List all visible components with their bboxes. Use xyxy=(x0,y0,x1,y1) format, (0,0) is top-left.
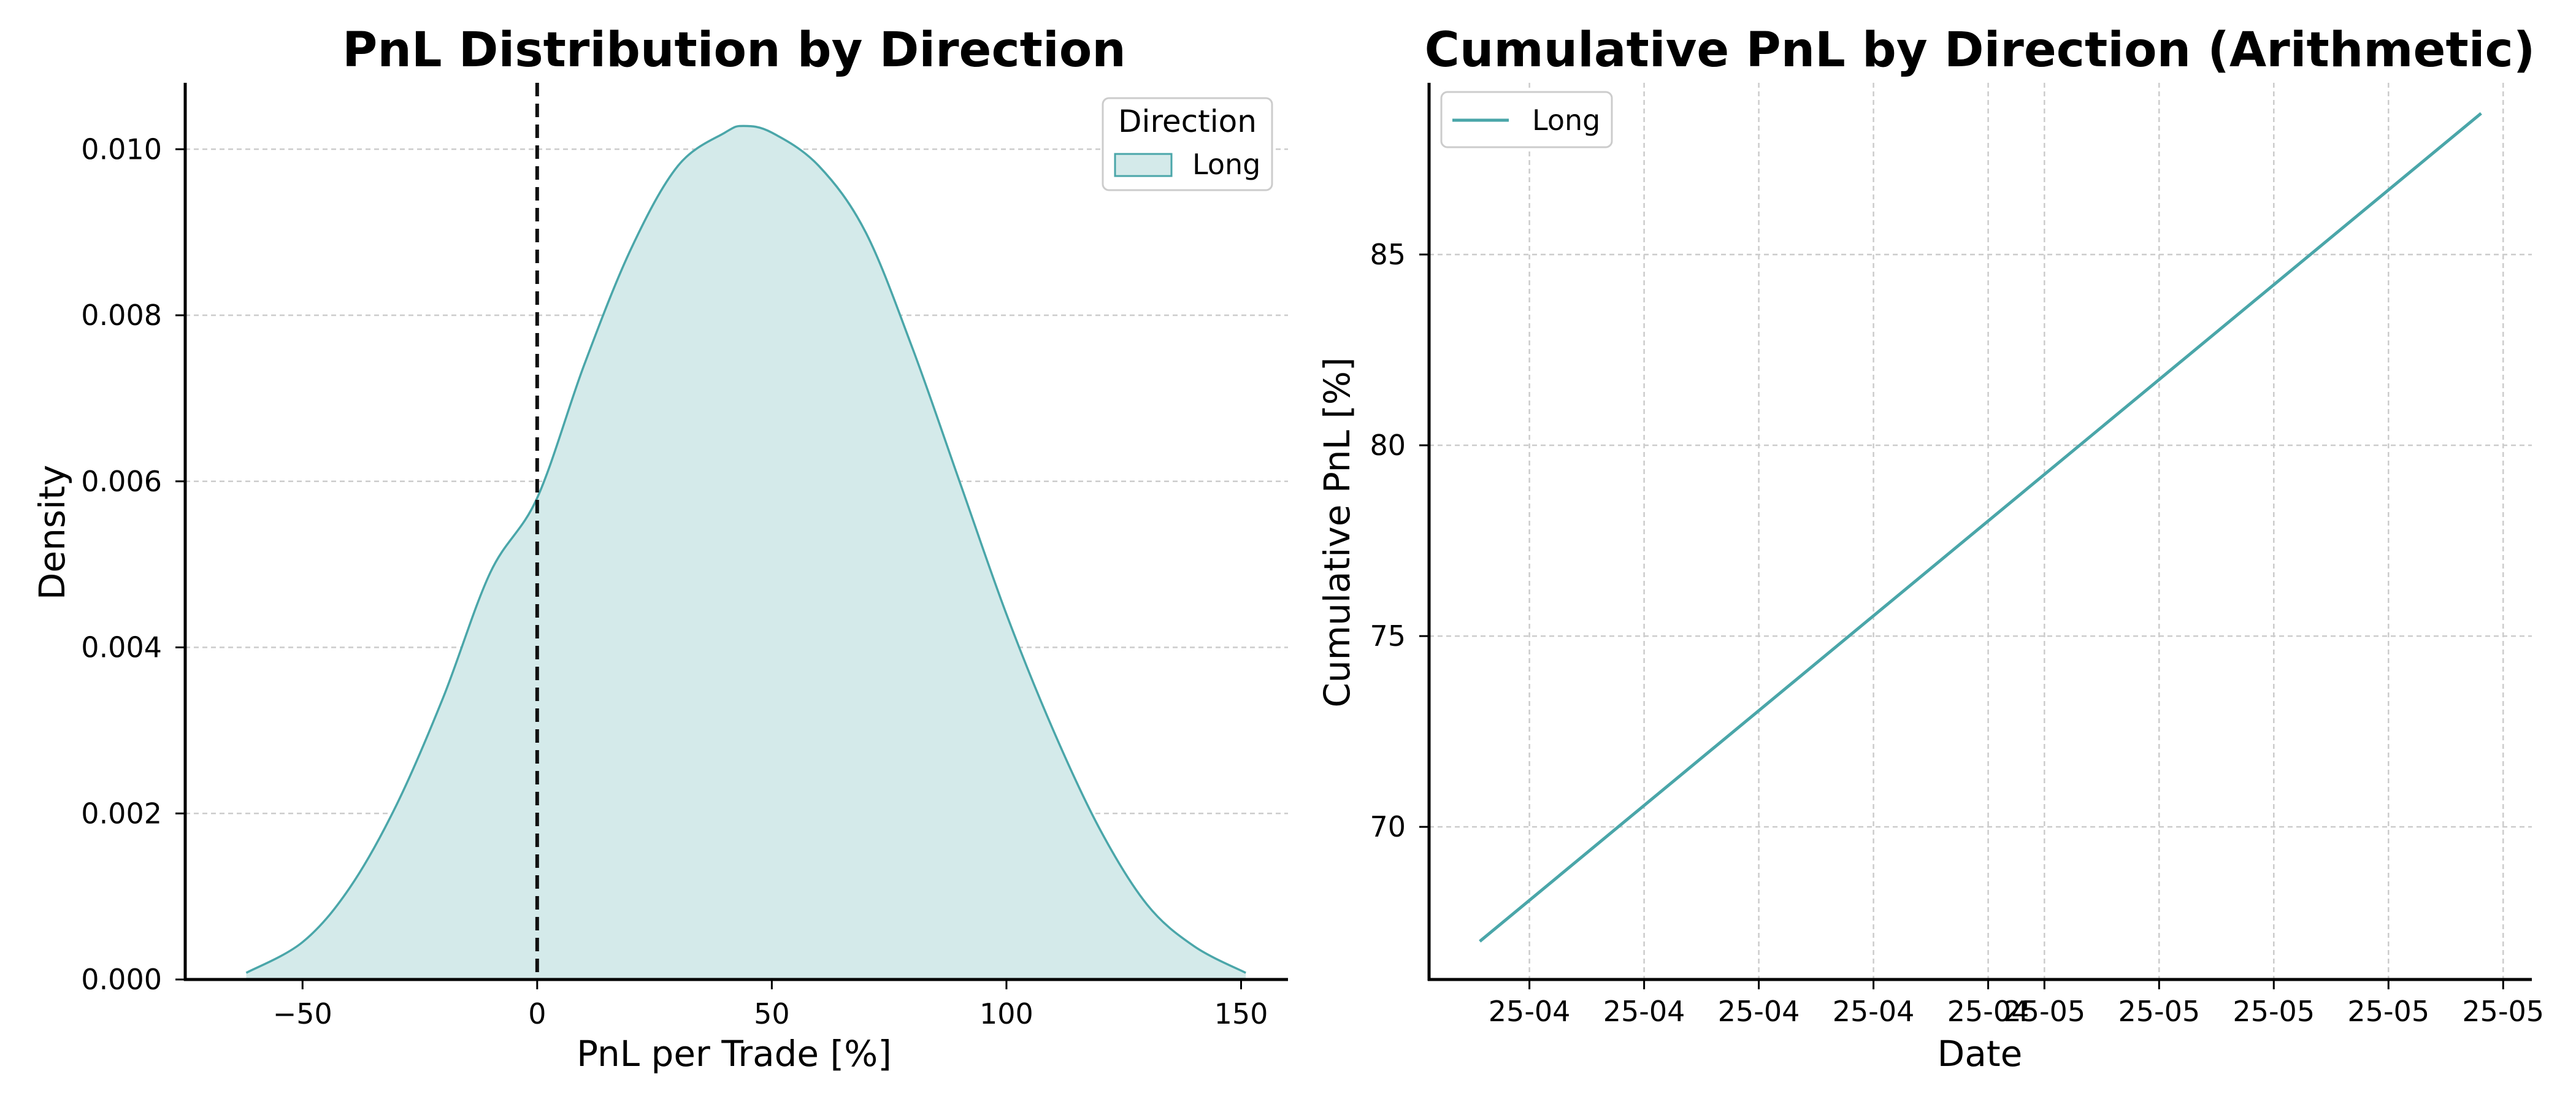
kde-legend-swatch-long xyxy=(1114,153,1173,177)
kde-y-tick-label: 0.002 xyxy=(81,797,162,830)
cumulative-x-tick-label: 25-04 xyxy=(1947,995,2030,1028)
cumulative-x-tick-label: 25-05 xyxy=(2118,995,2200,1028)
kde-x-tick-label: 100 xyxy=(979,997,1033,1030)
cumulative-x-tick-label: 25-04 xyxy=(1603,995,1685,1028)
kde-legend-title: Direction xyxy=(1118,104,1257,139)
cumulative-x-tick-label: 25-05 xyxy=(2003,995,2085,1028)
kde-x-ticks: −50 0 50 100 150 xyxy=(273,979,1268,1030)
cumulative-chart-gridlines xyxy=(1429,83,2532,979)
cumulative-chart-panel: Cumulative PnL by Direction (Arithmetic)… xyxy=(1316,23,2544,1075)
kde-chart-title: PnL Distribution by Direction xyxy=(342,23,1126,78)
kde-legend-label-long: Long xyxy=(1192,148,1260,181)
cumulative-y-ticks: 70 75 80 85 xyxy=(1370,238,1429,843)
cumulative-chart-title: Cumulative PnL by Direction (Arithmetic) xyxy=(1425,23,2536,78)
kde-x-axis-label: PnL per Trade [%] xyxy=(577,1033,892,1075)
kde-area-long xyxy=(246,126,1246,980)
kde-legend: Direction Long xyxy=(1102,97,1273,191)
kde-y-tick-label: 0.006 xyxy=(81,465,162,498)
kde-x-tick-label: 0 xyxy=(528,997,546,1030)
cumulative-x-tick-label: 25-05 xyxy=(2347,995,2429,1028)
cumulative-x-tick-label: 25-05 xyxy=(2233,995,2315,1028)
kde-y-tick-label: 0.010 xyxy=(81,132,162,166)
cumulative-y-tick-label: 85 xyxy=(1370,238,1406,271)
cumulative-line-long xyxy=(1479,112,2482,943)
kde-x-tick-label: 150 xyxy=(1214,997,1268,1030)
cumulative-legend-box xyxy=(1440,91,1613,148)
cumulative-legend-label-long: Long xyxy=(1532,104,1600,137)
kde-x-tick-label: −50 xyxy=(273,997,332,1030)
kde-y-tick-label: 0.000 xyxy=(81,963,162,996)
cumulative-chart-axes xyxy=(1427,83,2532,981)
cumulative-y-tick-label: 70 xyxy=(1370,810,1406,843)
cumulative-x-tick-label: 25-04 xyxy=(1718,995,1800,1028)
cumulative-x-tick-label: 25-04 xyxy=(1489,995,1571,1028)
kde-y-ticks: 0.000 0.002 0.004 0.006 0.008 0.010 xyxy=(81,132,185,996)
kde-chart-axes xyxy=(183,83,1288,981)
cumulative-y-tick-label: 80 xyxy=(1370,429,1406,462)
kde-curve-long xyxy=(245,125,1246,974)
kde-chart-panel: PnL Distribution by Direction −50 0 50 100 1… xyxy=(31,23,1288,1075)
cumulative-x-tick-label: 25-04 xyxy=(1833,995,1915,1028)
kde-y-axis-label: Density xyxy=(31,465,73,600)
kde-y-tick-label: 0.008 xyxy=(81,299,162,332)
cumulative-y-tick-label: 75 xyxy=(1370,619,1406,653)
cumulative-y-axis-label: Cumulative PnL [%] xyxy=(1316,357,1358,707)
kde-y-tick-label: 0.004 xyxy=(81,631,162,664)
cumulative-x-tick-label: 25-05 xyxy=(2462,995,2544,1028)
cumulative-x-axis-label: Date xyxy=(1938,1033,2023,1075)
kde-x-tick-label: 50 xyxy=(754,997,790,1030)
cumulative-legend: Long xyxy=(1440,91,1613,148)
